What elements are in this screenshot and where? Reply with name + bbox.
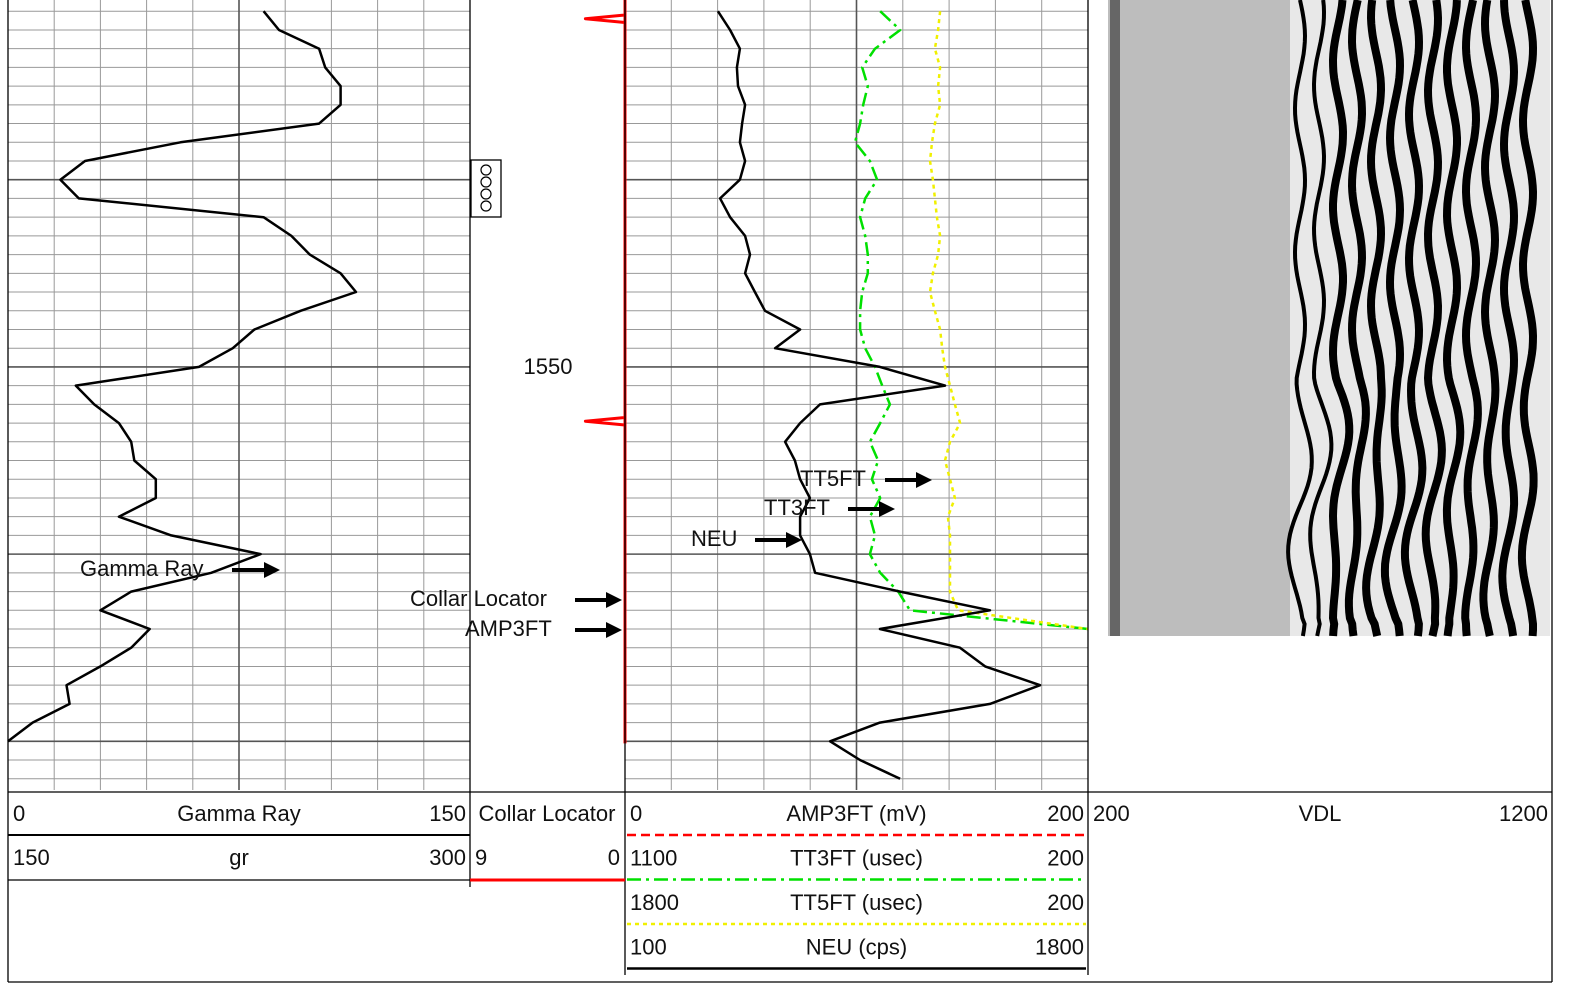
vdl-background: [1108, 0, 1290, 636]
vdl-stripe: [1380, 0, 1406, 637]
vdl-stripe: [1362, 0, 1386, 637]
vdl-stripe: [1442, 0, 1465, 637]
vdl-edge: [1110, 0, 1120, 636]
scale-name: Gamma Ray: [177, 801, 300, 826]
tool-icon-ring: [480, 188, 492, 200]
scale-min: 0: [630, 801, 642, 826]
scale-min: 0: [13, 801, 25, 826]
vdl-stripe: [1479, 0, 1500, 637]
vdl-stripe: [1286, 0, 1314, 637]
annotation: AMP3FT: [465, 616, 552, 641]
scale-name: Collar Locator: [479, 801, 616, 826]
tool-icon-ring: [480, 200, 492, 212]
scale-name: NEU (cps): [806, 934, 907, 959]
scale-name: TT3FT (usec): [790, 845, 923, 870]
scale-min: 200: [1093, 801, 1130, 826]
scale-max: 200: [1047, 801, 1084, 826]
scale-max: 200: [1047, 845, 1084, 870]
scale-max: 0: [608, 845, 620, 870]
arrow-head: [916, 472, 932, 488]
scale-min: 1800: [630, 890, 679, 915]
scale-min: 150: [13, 845, 50, 870]
scale-max: 150: [429, 801, 466, 826]
annotation: Gamma Ray: [80, 556, 203, 581]
scale-min: 9: [475, 845, 487, 870]
annotation: TT3FT: [764, 495, 830, 520]
arrow-head: [879, 501, 895, 517]
scale-name: VDL: [1299, 801, 1342, 826]
depth-label: 1550: [524, 354, 573, 379]
arrow-head: [606, 592, 622, 608]
scale-min: 1100: [630, 845, 677, 870]
arrow-head: [606, 622, 622, 638]
scale-name: AMP3FT (mV): [786, 801, 926, 826]
curve: [716, 10, 1042, 780]
tool-icon-ring: [480, 164, 492, 176]
curve: [928, 11, 1089, 631]
curve: [853, 10, 1089, 631]
vdl-stripe: [1421, 0, 1446, 637]
scale-max: 1800: [1035, 934, 1084, 959]
tool-icon-ring: [480, 176, 492, 188]
vdl-stripe: [1517, 0, 1538, 637]
vdl-stripe: [1400, 0, 1427, 637]
scale-max: 200: [1047, 890, 1084, 915]
arrow-head: [786, 532, 802, 548]
vdl-stripe: [1308, 0, 1334, 637]
vdl-stripe: [1328, 0, 1354, 637]
scale-max: 300: [429, 845, 466, 870]
frame: [7, 0, 1553, 983]
annotation: NEU: [691, 526, 737, 551]
annotation: Collar Locator: [410, 586, 547, 611]
vdl-stripe: [1498, 0, 1519, 637]
vdl-stripe: [1344, 0, 1370, 637]
vdl-stripe: [1461, 0, 1482, 637]
scale-min: 100: [630, 934, 667, 959]
curve: [7, 10, 358, 743]
scale-name: TT5FT (usec): [790, 890, 923, 915]
grid: [7, 0, 1089, 790]
scale-max: 1200: [1499, 801, 1548, 826]
annotation: TT5FT: [800, 466, 866, 491]
scale-name: gr: [229, 845, 249, 870]
vdl-image: [1108, 0, 1550, 637]
arrow-head: [264, 562, 280, 578]
